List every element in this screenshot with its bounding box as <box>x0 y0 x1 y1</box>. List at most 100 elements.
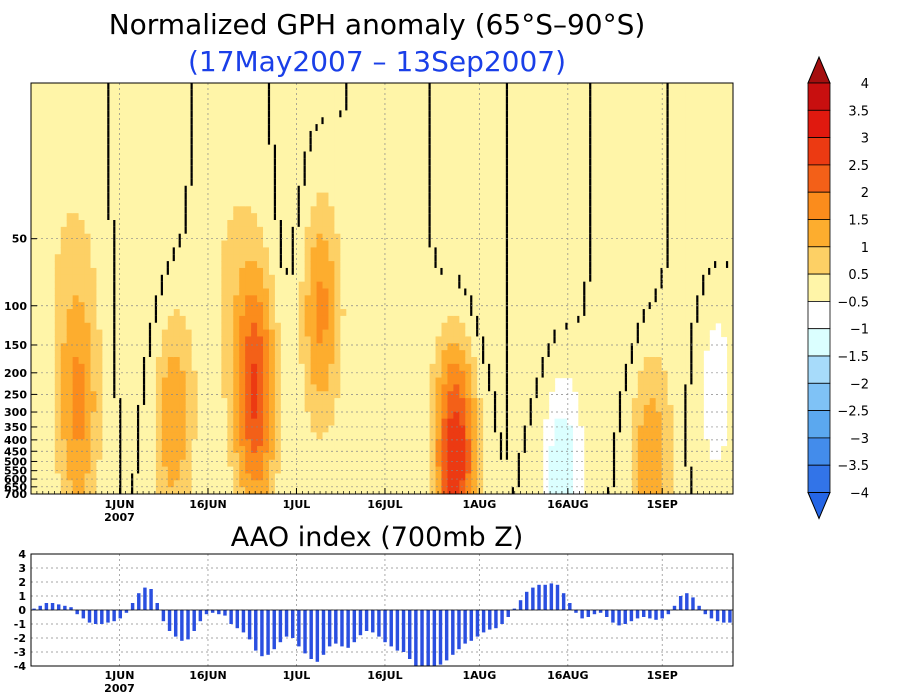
anomaly-cell <box>42 309 50 317</box>
anomaly-cell <box>149 466 157 475</box>
anomaly-cell <box>465 432 472 440</box>
anomaly-cell <box>471 185 478 194</box>
anomaly-cell <box>334 418 341 427</box>
anomaly-cell <box>96 240 103 248</box>
anomaly-cell <box>364 233 371 242</box>
anomaly-cell <box>84 487 92 494</box>
anomaly-cell <box>179 384 187 392</box>
anomaly-cell <box>387 261 395 269</box>
anomaly-cell <box>42 322 50 331</box>
anomaly-cell <box>233 425 240 433</box>
anomaly-cell <box>233 281 240 290</box>
anomaly-cell <box>191 165 199 173</box>
anomaly-cell <box>340 281 347 290</box>
anomaly-cell <box>108 452 115 461</box>
anomaly-cell <box>257 466 264 475</box>
anomaly-cell <box>340 172 347 180</box>
anomaly-cell <box>376 391 383 399</box>
anomaly-cell <box>429 137 437 146</box>
anomaly-cell <box>203 370 211 379</box>
anomaly-cell <box>72 124 80 132</box>
anomaly-cell <box>328 411 336 420</box>
anomaly-cell <box>155 288 163 296</box>
anomaly-cell <box>506 137 514 146</box>
anomaly-cell <box>215 432 222 440</box>
anomaly-cell <box>144 261 151 269</box>
anomaly-cell <box>120 302 127 310</box>
anomaly-cell <box>197 137 205 146</box>
anomaly-cell <box>376 213 383 221</box>
anomaly-cell <box>185 480 193 488</box>
anomaly-cell <box>316 336 324 344</box>
anomaly-cell <box>506 302 514 310</box>
anomaly-cell <box>477 322 484 331</box>
anomaly-cell <box>203 96 211 105</box>
anomaly-cell <box>60 322 68 331</box>
anomaly-cell <box>36 240 44 248</box>
anomaly-cell <box>102 322 109 331</box>
anomaly-cell <box>149 350 157 358</box>
anomaly-cell <box>268 411 276 420</box>
anomaly-cell <box>399 315 407 324</box>
anomaly-cell <box>471 487 478 494</box>
anomaly-cell <box>90 363 98 372</box>
anomaly-cell <box>96 336 103 344</box>
anomaly-cell <box>399 288 407 296</box>
anomaly-cell <box>239 89 246 98</box>
anomaly-cell <box>215 240 222 248</box>
anomaly-cell <box>376 432 383 440</box>
anomaly-cell <box>126 172 133 180</box>
anomaly-cell <box>393 336 401 344</box>
anomaly-cell <box>328 233 336 242</box>
anomaly-cell <box>399 96 407 105</box>
anomaly-cell <box>233 220 240 228</box>
anomaly-cell <box>417 425 425 433</box>
anomaly-cell <box>227 158 234 166</box>
anomaly-cell <box>441 137 449 146</box>
anomaly-cell <box>453 274 460 283</box>
anomaly-cell <box>54 370 62 379</box>
anomaly-cell <box>340 418 347 427</box>
anomaly-cell <box>370 274 377 283</box>
anomaly-cell <box>54 185 62 194</box>
anomaly-cell <box>114 288 121 296</box>
anomaly-cell <box>346 117 353 125</box>
anomaly-cell <box>31 83 38 91</box>
anomaly-cell <box>203 315 211 324</box>
anomaly-cell <box>239 411 246 420</box>
anomaly-cell <box>72 226 80 235</box>
anomaly-cell <box>292 178 300 187</box>
anomaly-cell <box>346 446 353 454</box>
anomaly-cell <box>500 439 508 447</box>
anomaly-cell <box>36 315 44 324</box>
anomaly-cell <box>304 124 312 132</box>
anomaly-cell <box>429 281 437 290</box>
anomaly-cell <box>60 137 68 146</box>
anomaly-cell <box>310 178 318 187</box>
anomaly-cell <box>376 329 383 338</box>
anomaly-cell <box>227 370 234 379</box>
anomaly-cell <box>108 247 115 255</box>
anomaly-cell <box>245 398 252 406</box>
anomaly-cell <box>423 329 431 338</box>
anomaly-cell <box>506 411 514 420</box>
anomaly-cell <box>477 103 484 111</box>
anomaly-cell <box>155 158 163 166</box>
anomaly-cell <box>239 199 246 207</box>
anomaly-cell <box>245 377 252 385</box>
anomaly-cell <box>376 446 383 454</box>
anomaly-cell <box>370 247 377 255</box>
anomaly-cell <box>346 199 353 207</box>
anomaly-cell <box>90 418 98 427</box>
anomaly-cell <box>36 165 44 173</box>
anomaly-cell <box>155 89 163 98</box>
anomaly-cell <box>48 151 56 159</box>
anomaly-cell <box>268 357 276 365</box>
anomaly-cell <box>435 336 443 344</box>
anomaly-cell <box>173 220 181 228</box>
anomaly-cell <box>274 96 282 105</box>
anomaly-cell <box>280 452 288 461</box>
anomaly-cell <box>352 172 359 180</box>
anomaly-cell <box>144 96 151 105</box>
anomaly-cell <box>209 254 217 262</box>
